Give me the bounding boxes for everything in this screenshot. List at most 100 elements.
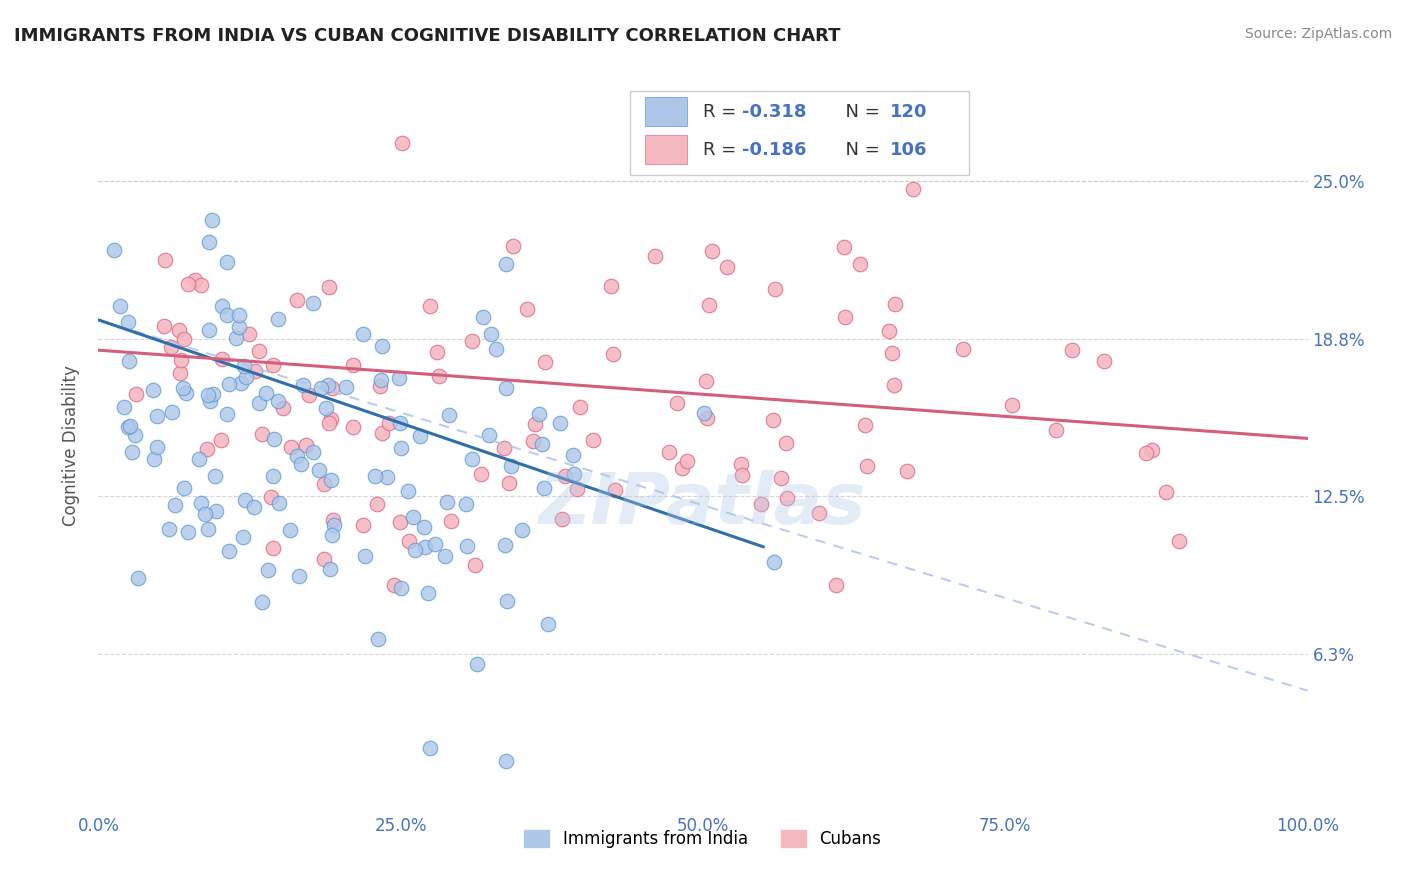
Point: [375, 470, 398, 484]
Point: [271, 401, 294, 415]
Point: [319, 473, 342, 487]
Text: 106: 106: [890, 141, 928, 159]
Point: [169, 367, 191, 381]
Point: [436, 495, 458, 509]
Point: [205, 504, 228, 518]
Point: [952, 342, 974, 356]
Point: [124, 428, 146, 442]
Point: [198, 235, 221, 249]
Point: [548, 417, 571, 431]
Point: [396, 484, 419, 499]
Point: [238, 327, 260, 342]
Point: [366, 497, 388, 511]
Point: [429, 369, 451, 384]
Point: [883, 378, 905, 392]
Point: [262, 541, 284, 556]
Point: [666, 396, 689, 410]
Text: N =: N =: [834, 141, 886, 159]
Point: [167, 323, 190, 337]
Point: [901, 182, 924, 196]
Point: [318, 417, 340, 431]
Point: [197, 323, 219, 337]
Point: [292, 378, 315, 392]
Point: [533, 481, 555, 495]
Point: [398, 534, 420, 549]
Point: [211, 299, 233, 313]
Point: [695, 374, 717, 388]
Point: [252, 427, 274, 442]
Text: Source: ZipAtlas.com: Source: ZipAtlas.com: [1244, 27, 1392, 41]
Point: [700, 244, 723, 259]
Point: [342, 420, 364, 434]
FancyBboxPatch shape: [645, 135, 688, 164]
Point: [416, 585, 439, 599]
Point: [280, 523, 302, 537]
Point: [197, 388, 219, 402]
Point: [697, 298, 720, 312]
Point: [172, 381, 194, 395]
Point: [1142, 443, 1164, 458]
Point: [364, 469, 387, 483]
Point: [323, 518, 346, 533]
FancyBboxPatch shape: [645, 97, 688, 127]
Point: [1001, 398, 1024, 412]
Point: [302, 295, 325, 310]
Text: N =: N =: [834, 103, 886, 120]
Point: [522, 434, 544, 448]
Point: [117, 420, 139, 434]
Point: [370, 425, 392, 440]
Text: IMMIGRANTS FROM INDIA VS CUBAN COGNITIVE DISABILITY CORRELATION CHART: IMMIGRANTS FROM INDIA VS CUBAN COGNITIVE…: [14, 27, 841, 45]
Point: [256, 563, 278, 577]
Point: [288, 568, 311, 582]
Point: [143, 451, 166, 466]
Point: [561, 448, 583, 462]
Point: [184, 273, 207, 287]
Point: [413, 520, 436, 534]
Point: [716, 260, 738, 274]
Point: [533, 355, 555, 369]
Point: [456, 539, 478, 553]
Point: [173, 481, 195, 495]
Point: [1045, 423, 1067, 437]
Point: [849, 257, 872, 271]
Point: [776, 491, 799, 505]
Point: [693, 405, 716, 419]
Text: R =: R =: [703, 103, 742, 120]
Point: [163, 498, 186, 512]
Point: [254, 386, 277, 401]
FancyBboxPatch shape: [630, 91, 969, 176]
Point: [389, 581, 412, 595]
Point: [295, 437, 318, 451]
Point: [153, 318, 176, 333]
Point: [269, 495, 291, 509]
Point: [201, 213, 224, 227]
Point: [834, 240, 856, 254]
Point: [209, 433, 232, 447]
Point: [762, 556, 785, 570]
Point: [177, 277, 200, 292]
Point: [730, 458, 752, 472]
Point: [188, 452, 211, 467]
Point: [644, 249, 666, 263]
Point: [321, 411, 343, 425]
Point: [470, 467, 492, 481]
Point: [190, 277, 212, 292]
Y-axis label: Cognitive Disability: Cognitive Disability: [62, 366, 80, 526]
Point: [218, 376, 240, 391]
Point: [495, 594, 517, 608]
Point: [1154, 485, 1177, 500]
Point: [419, 299, 441, 313]
Point: [502, 238, 524, 252]
Point: [389, 515, 412, 529]
Point: [308, 463, 330, 477]
Point: [494, 442, 516, 456]
Point: [243, 364, 266, 378]
Point: [401, 510, 423, 524]
Point: [142, 383, 165, 397]
Point: [762, 413, 785, 427]
Point: [108, 299, 131, 313]
Point: [603, 483, 626, 497]
Point: [1060, 343, 1083, 357]
Point: [342, 359, 364, 373]
Point: [197, 522, 219, 536]
